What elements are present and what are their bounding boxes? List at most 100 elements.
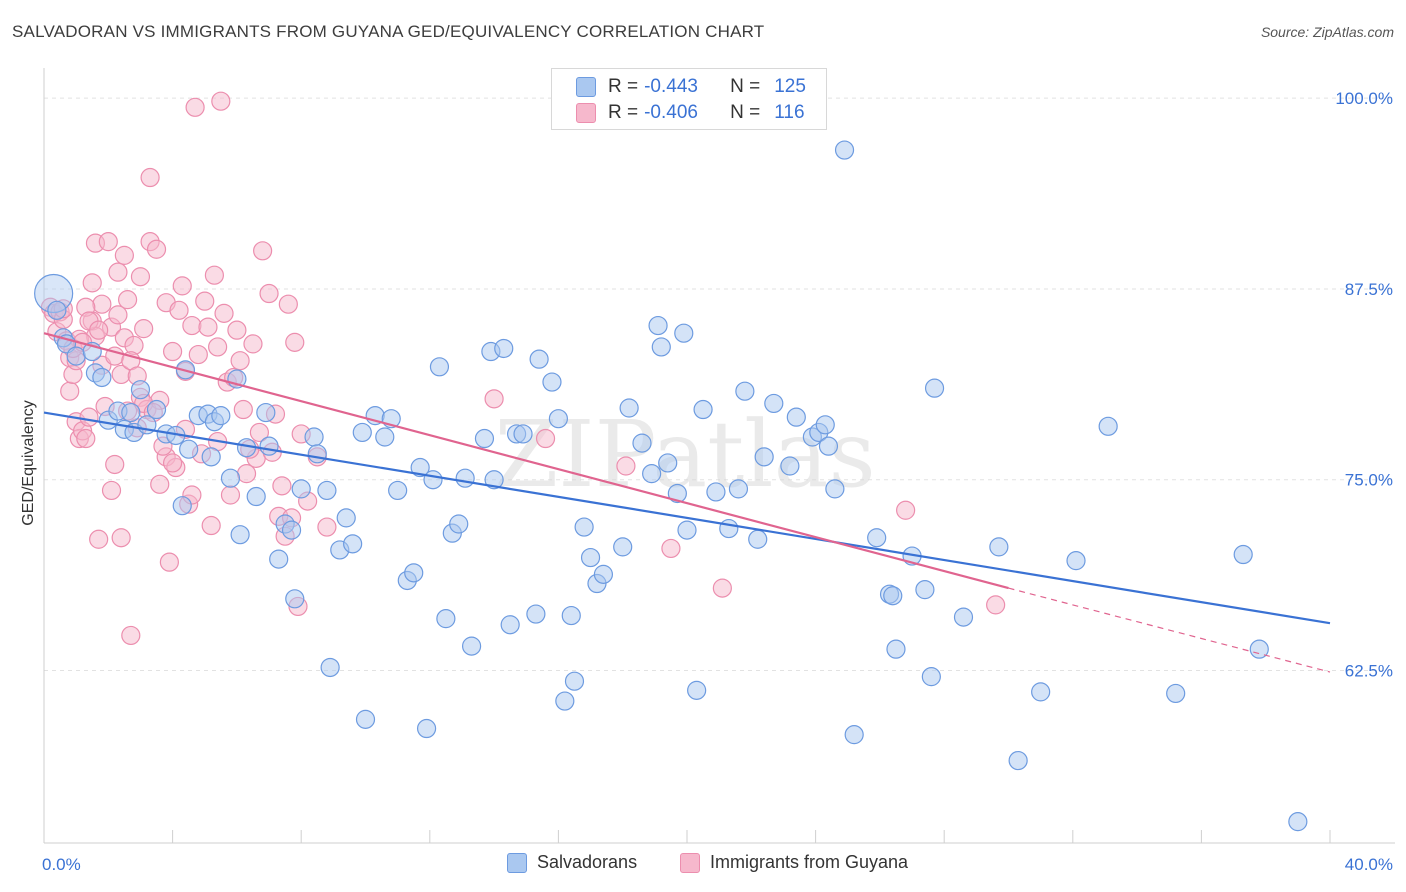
data-point (233, 399, 253, 420)
data-point (79, 407, 99, 427)
data-point (92, 367, 112, 388)
data-point (114, 245, 134, 265)
data-point (883, 586, 903, 606)
data-point (693, 399, 713, 420)
trend-line-guyana-extrapolated (1008, 587, 1331, 673)
data-point (687, 680, 707, 700)
data-point (285, 589, 305, 609)
data-point (484, 470, 504, 490)
data-point (214, 303, 234, 323)
data-point (474, 428, 495, 449)
data-point (1166, 683, 1186, 704)
y-tick-label: 100.0% (1335, 89, 1393, 108)
legend-item-salvadorans[interactable]: Salvadorans (507, 852, 637, 873)
data-point (121, 402, 141, 423)
data-point (719, 518, 739, 539)
data-point (352, 422, 372, 443)
legend-item-guyana[interactable]: Immigrants from Guyana (680, 852, 908, 873)
data-point (101, 480, 122, 501)
legend-label-salvadorans: Salvadorans (537, 852, 638, 872)
legend-label-guyana: Immigrants from Guyana (710, 852, 909, 872)
data-point (281, 520, 302, 540)
legend-n-label: N = (730, 102, 761, 123)
data-point (256, 402, 276, 423)
data-point (98, 232, 118, 252)
data-point (246, 486, 266, 507)
trend-line-guyana (43, 332, 1009, 590)
tick-labels: 62.5% 75.0% 87.5% 100.0% 0.0% 40.0% (42, 89, 1393, 874)
data-point (172, 276, 192, 296)
legend-n-value: 125 (774, 76, 806, 97)
data-point (642, 464, 662, 484)
legend-n-label: N = (730, 76, 761, 97)
data-point (227, 320, 247, 340)
data-point (1098, 416, 1118, 436)
data-point (989, 537, 1009, 557)
data-point (89, 320, 109, 340)
data-point (195, 291, 215, 311)
data-point (204, 265, 224, 285)
data-point (455, 468, 475, 488)
data-point (449, 514, 469, 534)
data-point (436, 609, 456, 629)
data-point (529, 349, 549, 369)
data-point (416, 718, 437, 739)
data-point (134, 319, 154, 339)
trend-line-salvadorans (43, 411, 1331, 625)
data-point (651, 337, 671, 357)
data-point (172, 496, 192, 516)
data-point (616, 456, 636, 476)
data-point (230, 351, 250, 371)
legend-n-value: 116 (774, 102, 805, 123)
data-point (677, 520, 697, 540)
data-point (735, 381, 755, 401)
data-point (613, 537, 633, 557)
data-point (111, 528, 131, 548)
data-point (542, 372, 562, 392)
legend-r-label: R = (608, 102, 639, 123)
data-point (494, 338, 514, 359)
data-point (130, 380, 151, 400)
data-point (834, 140, 855, 160)
data-point (307, 444, 327, 464)
data-point (92, 294, 112, 314)
data-point (619, 398, 639, 418)
source-label: Source: ZipAtlas.com (1260, 24, 1394, 40)
y-axis-label: GED/Equivalency (20, 400, 37, 525)
data-point (163, 453, 183, 473)
data-point (188, 344, 208, 365)
data-point (754, 447, 774, 467)
data-point (272, 476, 292, 496)
data-point (182, 315, 202, 336)
data-point (648, 315, 668, 336)
data-point (661, 538, 681, 559)
data-point (201, 447, 221, 467)
legend-row-guyana: R = -0.406 N = 116 (576, 101, 805, 125)
data-point (60, 381, 80, 401)
data-point (404, 563, 424, 583)
data-point (220, 485, 241, 505)
data-point (105, 454, 125, 475)
data-point (198, 317, 218, 337)
data-point (844, 725, 864, 745)
data-point (89, 529, 109, 549)
legend-r-value: -0.443 (644, 76, 698, 97)
data-point (658, 453, 678, 473)
data-point (269, 549, 289, 569)
data-point (818, 436, 839, 456)
data-point (815, 415, 835, 435)
data-point (388, 480, 408, 501)
data-point (429, 357, 450, 377)
data-point (336, 508, 356, 528)
data-point (317, 517, 337, 537)
data-point (1008, 750, 1028, 771)
data-point (220, 468, 241, 488)
legend-swatch-blue (507, 852, 527, 873)
data-point (66, 346, 86, 366)
data-point (82, 273, 102, 293)
data-point (593, 564, 614, 584)
data-point (915, 580, 935, 600)
data-point (748, 529, 768, 549)
data-point (169, 300, 189, 320)
